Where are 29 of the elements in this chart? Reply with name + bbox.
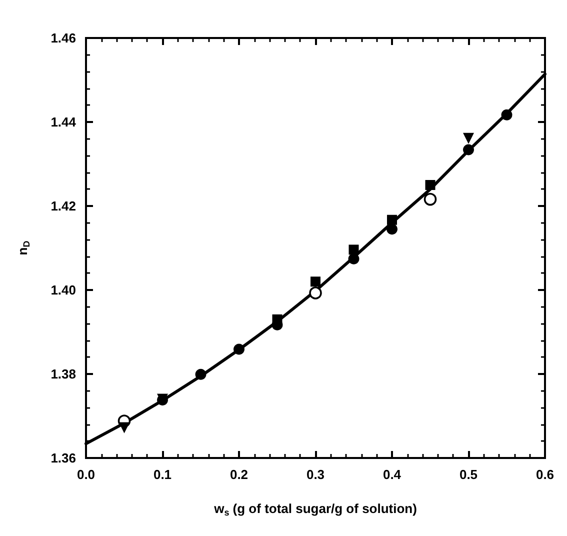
y-tick-label: 1.46 xyxy=(50,30,76,46)
point xyxy=(195,368,206,380)
x-tick-label: 0.5 xyxy=(459,467,478,482)
point xyxy=(118,422,130,434)
point xyxy=(463,144,474,156)
y-tick-label: 1.36 xyxy=(50,450,76,466)
y-tick-label: 1.44 xyxy=(50,114,77,130)
point xyxy=(387,214,397,225)
y-tick-label: 1.40 xyxy=(50,282,76,298)
y-axis-title: nD xyxy=(15,240,32,256)
x-tick-label: 0.1 xyxy=(153,467,172,482)
x-tick-label: 0.0 xyxy=(76,467,96,482)
point xyxy=(463,132,474,144)
point xyxy=(234,344,244,355)
x-tick-label: 0.6 xyxy=(536,467,554,482)
y-tick-label: 1.38 xyxy=(50,366,76,382)
x-tick-label: 0.4 xyxy=(382,467,402,482)
x-tick-label: 0.2 xyxy=(230,467,248,482)
point xyxy=(310,276,320,287)
point xyxy=(425,180,436,190)
point xyxy=(501,109,512,120)
y-tick-label: 1.42 xyxy=(50,198,76,214)
point xyxy=(348,253,360,264)
point xyxy=(272,314,282,324)
point xyxy=(386,224,398,235)
point xyxy=(424,192,437,206)
x-tick-label: 0.3 xyxy=(306,467,325,482)
point xyxy=(309,286,322,300)
point xyxy=(348,244,359,255)
